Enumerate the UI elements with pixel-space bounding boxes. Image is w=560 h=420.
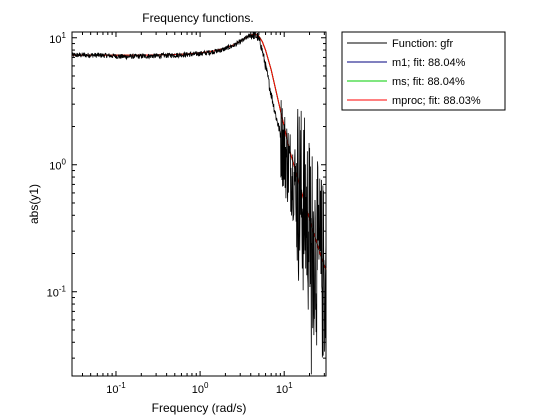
legend-entries: Function: gfr m1; fit: 88.04% ms; fit: 88.… (347, 38, 481, 107)
tick-labels: 10-1 100 101 10-1 100 101 (47, 31, 293, 396)
legend-box (341, 31, 506, 111)
x-tick-label: 100 (192, 381, 209, 396)
plot-axes: 10-1 100 101 10-1 100 101 (47, 31, 327, 396)
legend-entry-label: mproc; fit: 88.03% (392, 95, 481, 107)
legend-entry-label: ms; fit: 88.04% (392, 76, 465, 88)
y-tick-label: 101 (49, 31, 66, 46)
legend-entry-label: m1; fit: 88.04% (392, 57, 466, 69)
series-lines (71, 31, 327, 375)
y-tick-label: 10-1 (47, 285, 67, 300)
y-tick-label: 100 (49, 158, 66, 173)
x-tick-label: 101 (276, 381, 293, 396)
plot-area (71, 31, 327, 377)
x-axis-label: Frequency (rad/s) (152, 401, 247, 415)
legend: Function: gfr m1; fit: 88.04% ms; fit: 88.… (341, 31, 506, 111)
chart-title: Frequency functions. (142, 11, 253, 25)
series-line (71, 31, 327, 375)
x-tick-label: 10-1 (106, 381, 126, 396)
legend-entry-label: Function: gfr (392, 38, 453, 50)
y-axis-label: abs(y1) (27, 184, 41, 224)
